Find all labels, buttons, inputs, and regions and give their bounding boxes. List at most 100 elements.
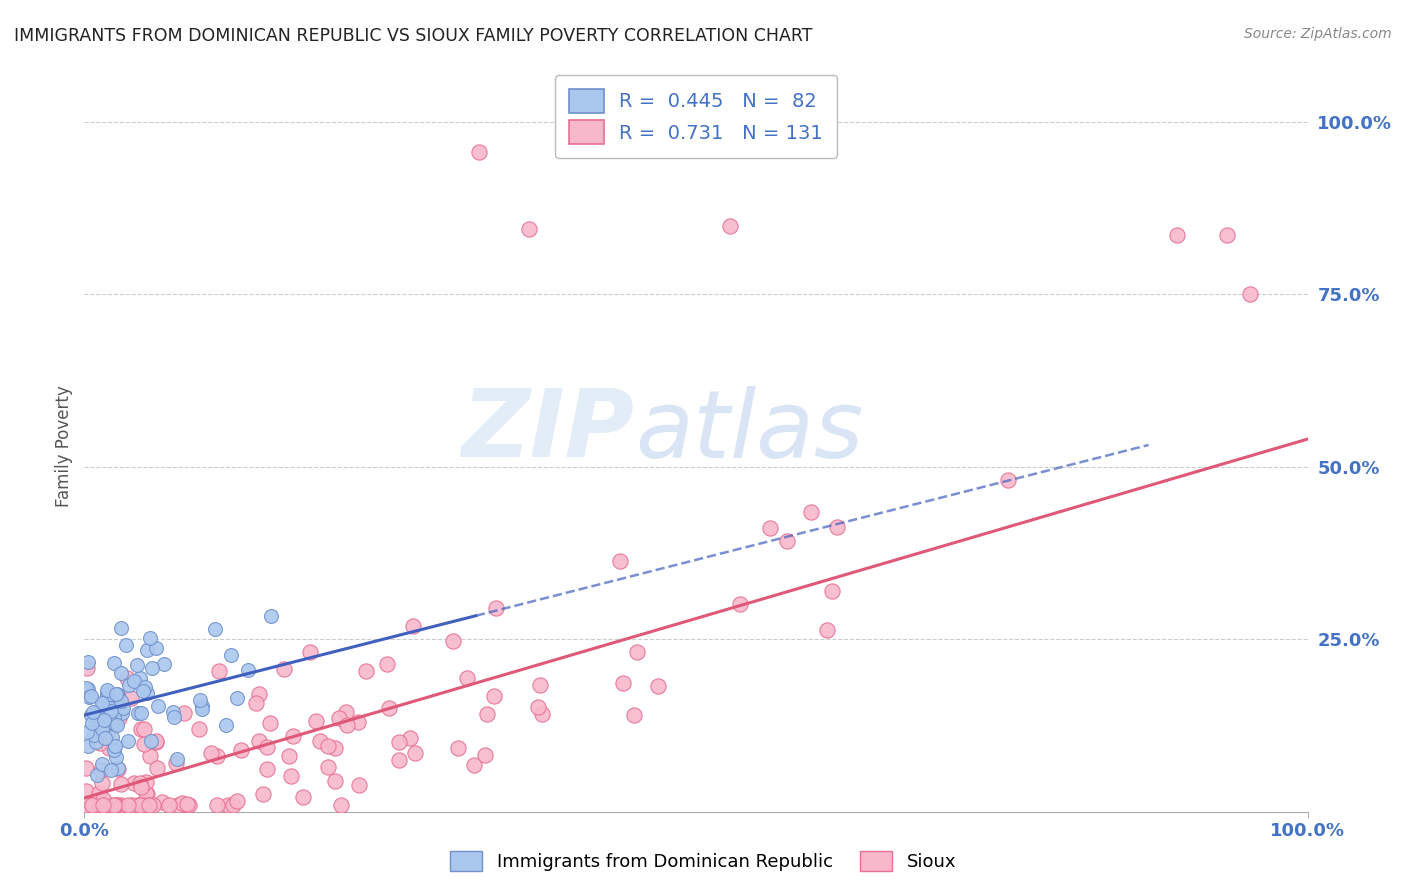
Point [107, 762, 129, 776]
Point [145, 733, 167, 747]
Point [80, 715, 103, 730]
Point [800, 505, 823, 519]
Point [247, 687, 270, 701]
Point [110, 665, 132, 680]
Point [132, 795, 155, 809]
Point [247, 734, 270, 748]
Point [105, 717, 128, 731]
Point [157, 797, 180, 812]
Point [122, 673, 145, 688]
Point [96, 689, 118, 703]
Point [145, 640, 167, 655]
Point [91, 698, 114, 712]
Point [110, 621, 132, 635]
Point [474, 748, 496, 763]
Point [463, 758, 485, 772]
Point [104, 797, 127, 812]
Point [90, 756, 112, 771]
Point [90, 776, 112, 790]
Point [100, 764, 122, 778]
Point [129, 776, 152, 790]
Point [105, 687, 128, 701]
Point [526, 700, 548, 714]
Point [132, 797, 155, 812]
Point [323, 774, 346, 789]
Point [776, 534, 799, 549]
Point [145, 735, 167, 749]
Point [103, 710, 125, 724]
Point [225, 690, 247, 705]
Point [86, 706, 108, 720]
Point [238, 664, 260, 678]
Point [127, 706, 149, 721]
Point [84, 715, 107, 730]
Point [173, 706, 195, 720]
Point [609, 554, 631, 568]
Point [142, 797, 165, 812]
Point [135, 786, 157, 800]
Point [129, 723, 152, 737]
Point [115, 638, 138, 652]
Point [167, 797, 190, 812]
Point [129, 780, 152, 794]
Point [100, 704, 122, 718]
Point [94, 692, 117, 706]
Point [110, 694, 132, 708]
Point [132, 737, 155, 751]
Point [336, 718, 359, 732]
Point [256, 762, 278, 776]
Point [1166, 228, 1188, 243]
Point [162, 705, 184, 719]
Point [112, 701, 135, 715]
Point [75, 797, 97, 812]
Point [153, 657, 176, 671]
Point [89, 720, 111, 734]
Point [170, 796, 193, 810]
Point [96, 686, 118, 700]
Point [623, 707, 645, 722]
Point [103, 656, 125, 670]
Point [316, 739, 339, 754]
Point [347, 714, 370, 729]
Point [207, 797, 229, 812]
Point [404, 746, 426, 760]
Point [76, 660, 98, 674]
Point [347, 778, 370, 792]
Text: Source: ZipAtlas.com: Source: ZipAtlas.com [1244, 27, 1392, 41]
Point [259, 716, 281, 731]
Point [163, 710, 186, 724]
Point [91, 722, 114, 736]
Point [90, 763, 112, 777]
Point [103, 797, 125, 812]
Point [108, 711, 131, 725]
Point [80, 797, 103, 812]
Point [176, 797, 198, 811]
Text: ZIP: ZIP [463, 385, 636, 477]
Point [76, 739, 98, 753]
Point [98, 797, 121, 812]
Point [148, 699, 170, 714]
Point [107, 761, 129, 775]
Text: atlas: atlas [636, 386, 863, 477]
Point [101, 697, 124, 711]
Point [388, 753, 411, 767]
Point [98, 741, 121, 756]
Point [1239, 286, 1261, 301]
Point [103, 743, 125, 757]
Point [229, 743, 252, 757]
Point [280, 769, 302, 783]
Point [118, 678, 141, 692]
Point [477, 707, 499, 722]
Point [129, 706, 152, 721]
Point [84, 735, 107, 749]
Point [104, 687, 127, 701]
Point [141, 661, 163, 675]
Point [139, 734, 162, 748]
Point [105, 749, 128, 764]
Point [323, 740, 346, 755]
Point [399, 731, 422, 745]
Point [215, 718, 238, 732]
Point [91, 696, 114, 710]
Point [308, 733, 330, 747]
Point [96, 727, 118, 741]
